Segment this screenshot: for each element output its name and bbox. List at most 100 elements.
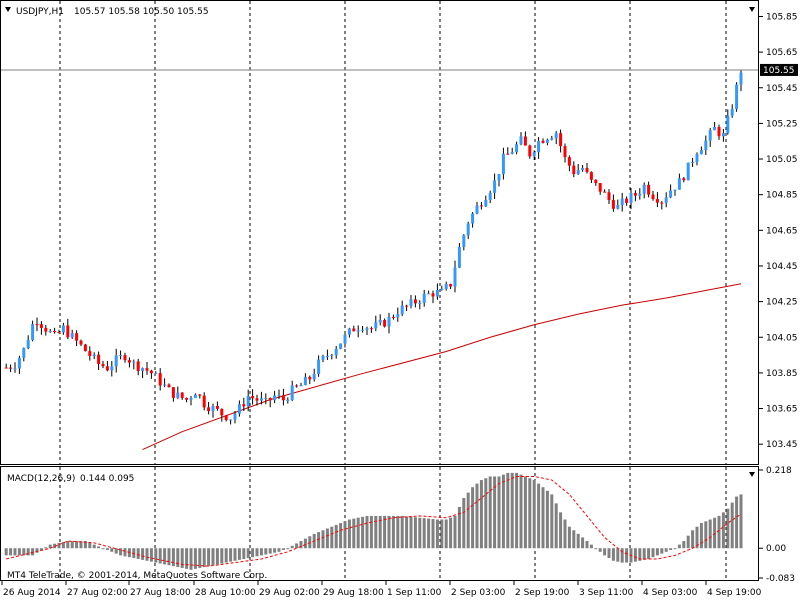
- candle-body: [75, 333, 79, 341]
- candle-body: [396, 314, 400, 318]
- candle-body: [22, 348, 26, 358]
- candle-body: [647, 184, 651, 195]
- macd-histogram-bar: [251, 548, 255, 558]
- candle-body: [400, 305, 404, 315]
- macd-histogram-bar: [220, 548, 224, 564]
- macd-histogram-bar: [31, 548, 35, 556]
- candle-body: [488, 192, 492, 200]
- candle-body: [594, 179, 598, 184]
- macd-histogram-bar: [255, 548, 259, 557]
- current-price-badge-text: 105.55: [763, 66, 795, 76]
- candle-body: [70, 333, 74, 338]
- candle-body: [427, 293, 431, 295]
- macd-histogram-bar: [39, 548, 43, 551]
- macd-histogram-bar: [677, 544, 681, 549]
- macd-signal-line: [6, 475, 742, 567]
- candle-body: [308, 376, 312, 380]
- candle-body: [664, 197, 668, 203]
- candle-body: [242, 404, 246, 407]
- macd-histogram-bar: [4, 548, 8, 556]
- current-price-badge: [760, 63, 798, 76]
- candle-body: [651, 194, 655, 200]
- macd-histogram-bar: [361, 516, 365, 549]
- macd-histogram-bar: [594, 548, 598, 550]
- candle-body: [466, 223, 470, 236]
- candle-body: [493, 180, 497, 193]
- macd-histogram-bar: [26, 548, 30, 556]
- candle-body: [101, 364, 105, 367]
- macd-histogram-bar: [277, 548, 281, 552]
- price-tick-label: 103.85: [766, 369, 798, 379]
- candle-body: [198, 394, 202, 396]
- macd-histogram-bar: [378, 515, 382, 549]
- macd-histogram-bar: [163, 548, 167, 565]
- macd-histogram-bar: [704, 521, 708, 549]
- candle-body: [589, 172, 593, 180]
- candle-body: [435, 289, 439, 297]
- candle-body: [541, 140, 545, 143]
- macd-histogram-bar: [739, 494, 743, 549]
- macd-histogram-bar: [695, 526, 699, 549]
- macd-histogram-bar: [427, 518, 431, 549]
- time-tick-label: 29 Aug 18:00: [323, 588, 384, 598]
- candle-body: [264, 397, 268, 399]
- candle-body: [114, 355, 118, 367]
- candle-body: [229, 419, 233, 421]
- macd-histogram-bar: [431, 519, 435, 549]
- macd-histogram-bar: [735, 496, 739, 549]
- macd-histogram-bar: [35, 548, 39, 553]
- price-tick-label: 104.85: [766, 191, 798, 201]
- candle-body: [567, 157, 571, 166]
- macd-histogram-bar: [585, 541, 589, 549]
- candle-body: [449, 284, 453, 287]
- macd-histogram-bar: [101, 548, 105, 550]
- candle-body: [136, 361, 140, 372]
- macd-histogram-bar: [176, 548, 180, 568]
- macd-histogram-bar: [554, 503, 558, 549]
- candle-body: [237, 404, 241, 414]
- candle-body: [17, 357, 21, 369]
- candle-body: [53, 330, 57, 333]
- candle-body: [171, 387, 175, 398]
- time-tick-label: 28 Aug 10:00: [195, 588, 256, 598]
- macd-histogram-bar: [352, 518, 356, 549]
- macd-histogram-bar: [356, 517, 360, 549]
- symbol-dropdown-icon[interactable]: [5, 7, 11, 12]
- macd-histogram-bar: [655, 548, 659, 556]
- macd-histogram-bar: [501, 474, 505, 549]
- candle-body: [361, 329, 365, 331]
- macd-histogram-bar: [633, 548, 637, 562]
- macd-histogram-bar: [559, 512, 563, 549]
- candle-body: [211, 405, 215, 412]
- candle-body: [180, 392, 184, 398]
- macd-histogram-bar: [598, 548, 602, 552]
- macd-histogram-bar: [572, 530, 576, 549]
- macd-histogram-bar: [264, 548, 268, 555]
- candle-body: [66, 325, 70, 338]
- candle-body: [207, 407, 211, 412]
- macd-histogram-bar: [57, 542, 61, 549]
- macd-histogram-bar: [334, 524, 338, 549]
- macd-histogram-bar: [413, 517, 417, 549]
- price-panel-frame: [0, 0, 759, 465]
- candle-body: [141, 368, 145, 372]
- macd-tick-label: 0.218: [766, 466, 792, 476]
- candle-body: [603, 191, 607, 193]
- candle-body: [105, 366, 109, 371]
- price-tick-label: 105.25: [766, 119, 798, 129]
- macd-panel-dropdown-icon[interactable]: [749, 472, 755, 477]
- price-panel-dropdown-icon[interactable]: [749, 7, 755, 12]
- candle-body: [537, 140, 541, 153]
- price-tick-label: 104.65: [766, 226, 798, 236]
- time-tick-label: 26 Aug 2014: [3, 588, 61, 598]
- price-tick-label: 105.05: [766, 155, 798, 165]
- macd-histogram-bar: [519, 474, 523, 549]
- macd-histogram-bar: [523, 476, 527, 549]
- macd-histogram-bar: [299, 541, 303, 549]
- candle-body: [13, 368, 17, 370]
- macd-histogram-bar: [589, 544, 593, 549]
- candle-body: [413, 299, 417, 304]
- candle-body: [277, 395, 281, 397]
